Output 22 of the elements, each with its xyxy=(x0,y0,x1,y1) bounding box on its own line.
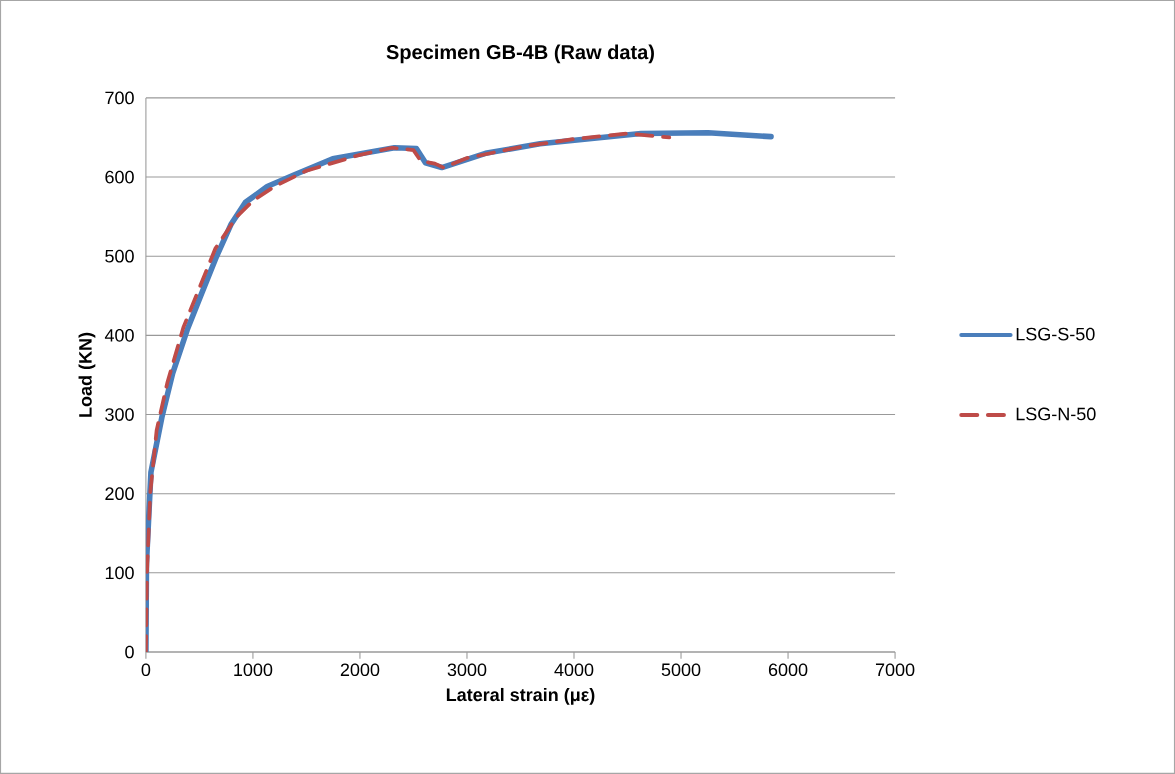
y-tick-label: 700 xyxy=(105,91,134,105)
x-tick-label: 2000 xyxy=(340,663,380,677)
x-tick-label: 0 xyxy=(141,663,151,677)
y-tick-label: 200 xyxy=(105,487,134,501)
x-tick-label: 7000 xyxy=(875,663,915,677)
y-tick-label: 300 xyxy=(105,408,134,421)
legend-label: LSG-N-50 xyxy=(1016,407,1096,421)
y-tick-label: 400 xyxy=(104,329,134,342)
y-tick-label: 0 xyxy=(125,645,134,659)
x-tick-label: 4000 xyxy=(554,663,594,677)
x-tick-label: 3000 xyxy=(447,663,487,677)
x-axis-title: Lateral strain (με) xyxy=(446,687,595,705)
line-series xyxy=(145,131,672,653)
x-tick-label: 1000 xyxy=(234,663,273,677)
chart-title: Specimen GB-4B (Raw data) xyxy=(386,44,654,64)
y-tick-label: 500 xyxy=(105,249,134,263)
y-axis-title: Load (KN) xyxy=(78,332,96,417)
y-tick-label: 600 xyxy=(105,170,134,184)
y-tick-label: 100 xyxy=(105,566,134,580)
legend-label: LSG-S-50 xyxy=(1016,327,1095,341)
x-tick-label: 6000 xyxy=(768,663,808,677)
x-tick-label: 5000 xyxy=(661,663,701,677)
